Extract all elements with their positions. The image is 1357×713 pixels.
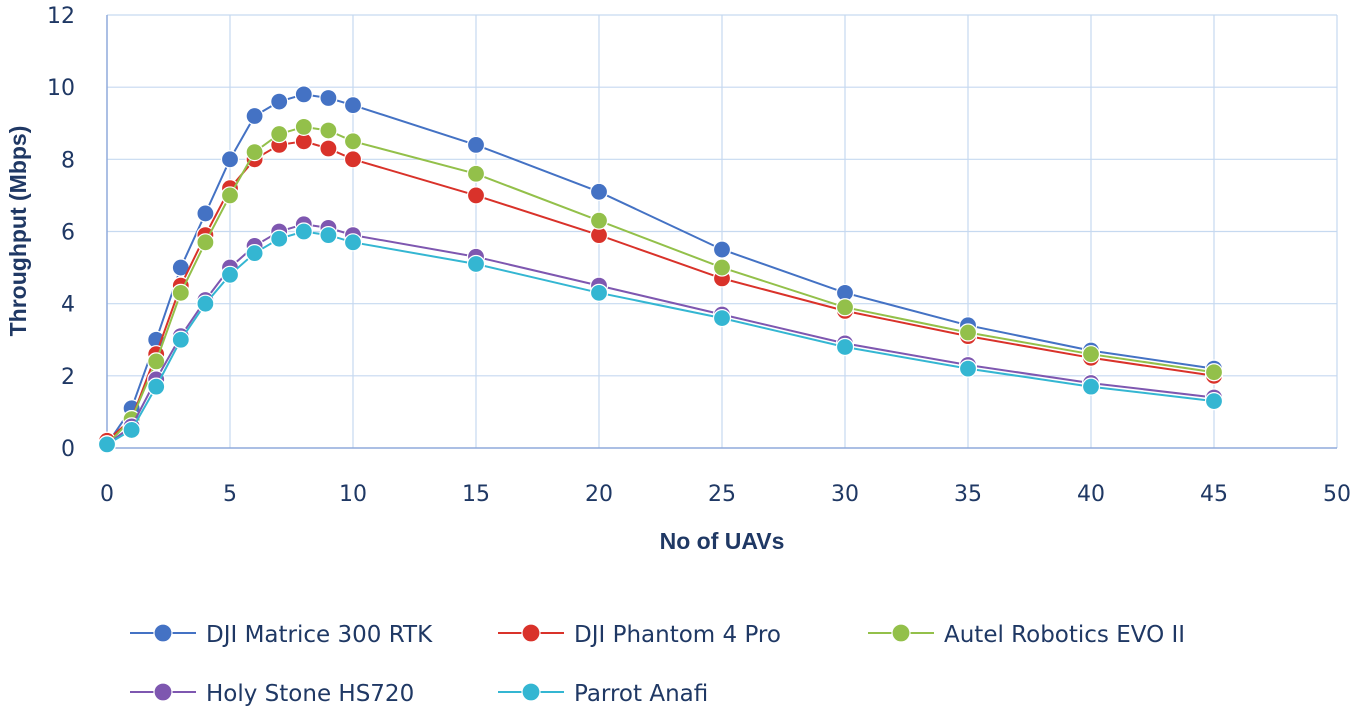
data-point — [196, 294, 215, 313]
data-point — [270, 229, 289, 248]
data-point — [147, 352, 166, 371]
series-5 — [97, 222, 1224, 454]
y-tick-label: 8 — [61, 148, 75, 173]
data-point — [712, 309, 732, 328]
legend-marker — [521, 682, 541, 702]
y-tick-label: 2 — [61, 365, 75, 390]
data-point — [319, 121, 338, 140]
series-line — [106, 140, 1215, 442]
series-3 — [97, 117, 1224, 454]
axes: 0 2 4 6 8 10 12 0 5 10 15 20 25 30 35 40 45 50 — [47, 4, 1351, 507]
legend-marker — [153, 682, 173, 702]
series-2 — [97, 132, 1224, 450]
data-point — [835, 337, 855, 357]
x-tick-label: 20 — [585, 482, 613, 507]
legend-label: DJI Phantom 4 Pro — [574, 622, 781, 648]
legend-item: Autel Robotics EVO II — [868, 622, 1185, 648]
legend-item: DJI Phantom 4 Pro — [498, 622, 781, 648]
legend-label: DJI Matrice 300 RTK — [206, 622, 433, 648]
y-tick-label: 0 — [61, 437, 75, 462]
data-point — [835, 298, 855, 317]
data-point — [220, 150, 240, 169]
x-tick-label: 0 — [100, 482, 114, 507]
data-point — [466, 164, 486, 183]
legend-marker — [521, 623, 541, 643]
y-axis-title: Throughput (Mbps) — [5, 126, 31, 337]
data-point — [1081, 345, 1101, 364]
data-point — [319, 139, 338, 158]
data-point — [294, 222, 313, 241]
data-point — [958, 359, 978, 378]
x-tick-label: 5 — [223, 482, 237, 507]
data-point — [343, 132, 363, 151]
series-line — [106, 230, 1215, 446]
data-point — [220, 265, 240, 284]
data-point — [171, 330, 190, 349]
data-point — [245, 143, 264, 162]
data-point — [97, 435, 117, 454]
data-point — [122, 420, 141, 440]
data-point — [1204, 363, 1224, 382]
legend-item: Holy Stone HS720 — [130, 681, 414, 707]
data-point — [245, 106, 264, 126]
series-1 — [97, 85, 1224, 454]
x-tick-label: 30 — [831, 482, 859, 507]
data-point — [343, 96, 363, 115]
data-point — [245, 244, 264, 263]
x-tick-label: 10 — [339, 482, 367, 507]
x-tick-label: 45 — [1200, 482, 1228, 507]
data-point — [1081, 377, 1101, 396]
data-point — [466, 135, 486, 154]
series-line — [106, 125, 1215, 446]
y-tick-label: 4 — [61, 293, 75, 318]
y-tick-label: 12 — [47, 4, 75, 29]
data-point — [294, 85, 313, 104]
data-point — [343, 233, 363, 252]
data-point — [171, 283, 190, 302]
data-point — [270, 92, 289, 111]
data-point — [343, 150, 363, 169]
data-point — [319, 226, 338, 245]
legend-marker — [891, 623, 911, 643]
y-tick-label: 6 — [61, 221, 75, 246]
data-point — [466, 186, 486, 205]
grid — [107, 14, 1338, 448]
series — [97, 85, 1224, 454]
data-point — [589, 211, 609, 230]
data-point — [466, 254, 486, 274]
data-point — [220, 186, 240, 205]
x-tick-label: 40 — [1077, 482, 1105, 507]
data-point — [958, 323, 978, 342]
data-point — [712, 240, 732, 259]
series-4 — [97, 215, 1224, 454]
data-point — [294, 117, 313, 136]
legend-item: DJI Matrice 300 RTK — [130, 622, 433, 648]
x-tick-label: 35 — [954, 482, 982, 507]
x-axis-title: No of UAVs — [660, 528, 785, 554]
data-point — [196, 233, 215, 252]
data-point — [270, 124, 289, 144]
legend-marker — [153, 623, 173, 643]
legend: DJI Matrice 300 RTK DJI Phantom 4 Pro Aute… — [130, 622, 1185, 707]
data-point — [319, 88, 338, 108]
data-point — [589, 283, 609, 302]
x-tick-label: 50 — [1323, 482, 1351, 507]
x-tick-label: 15 — [462, 482, 490, 507]
legend-label: Parrot Anafi — [574, 681, 708, 707]
legend-item: Parrot Anafi — [498, 681, 708, 707]
legend-label: Autel Robotics EVO II — [944, 622, 1185, 648]
data-point — [147, 377, 166, 396]
legend-label: Holy Stone HS720 — [206, 681, 414, 707]
data-point — [1204, 391, 1224, 411]
data-point — [589, 182, 609, 201]
y-tick-label: 10 — [47, 76, 75, 101]
data-point — [712, 258, 732, 277]
data-point — [196, 204, 215, 223]
x-tick-label: 25 — [708, 482, 736, 507]
